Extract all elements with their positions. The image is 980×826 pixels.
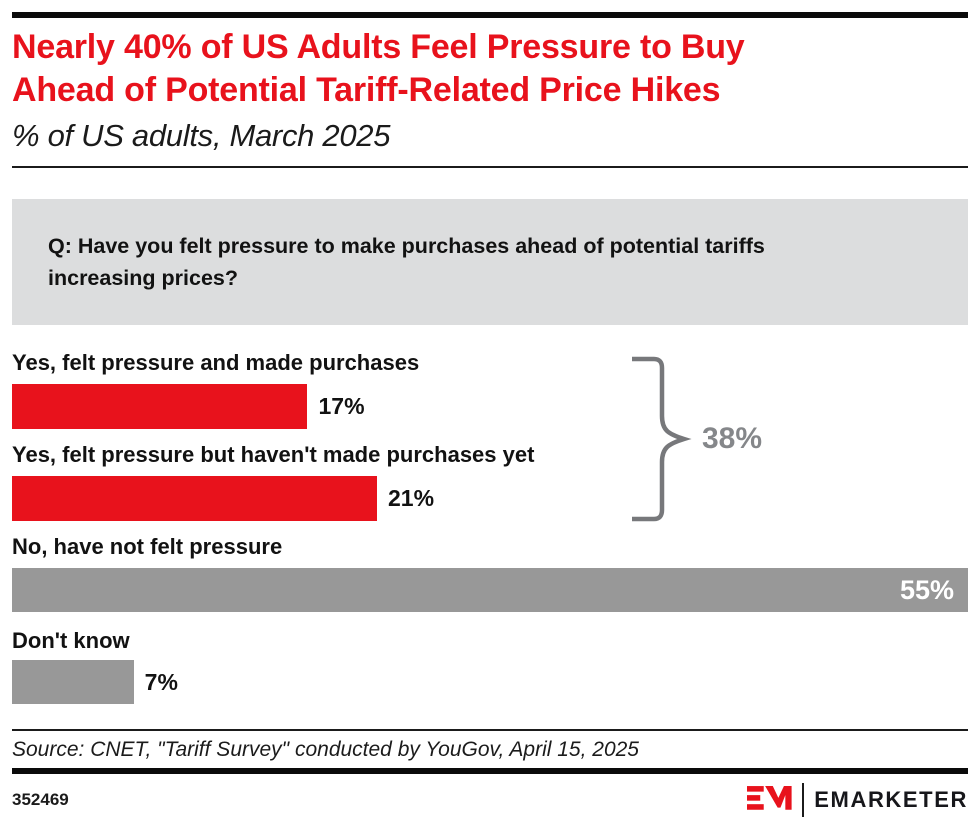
divider-above-source bbox=[12, 729, 968, 731]
bar-row: 17% bbox=[12, 384, 968, 429]
bar-label: Yes, felt pressure but haven't made purc… bbox=[12, 442, 535, 467]
bar-value: 7% bbox=[144, 668, 178, 695]
emarketer-em-mark-icon bbox=[747, 786, 792, 810]
bar-fill bbox=[12, 660, 134, 704]
bar-label: Yes, felt pressure and made purchases bbox=[12, 350, 420, 375]
logo-divider bbox=[802, 783, 805, 817]
footer-accent-bar bbox=[12, 768, 968, 774]
emarketer-logo: EMARKETER bbox=[747, 782, 968, 818]
page-title: Nearly 40% of US Adults Feel Pressure to… bbox=[12, 26, 968, 112]
survey-question-text: Q: Have you felt pressure to make purcha… bbox=[48, 230, 765, 295]
bar-value: 17% bbox=[318, 393, 365, 419]
survey-question-box: Q: Have you felt pressure to make purcha… bbox=[12, 199, 968, 325]
bar-row: 7% bbox=[12, 660, 968, 704]
divider-under-subtitle bbox=[12, 166, 968, 168]
title-line-2: Ahead of Potential Tariff-Related Price … bbox=[12, 70, 721, 109]
top-accent-bar bbox=[12, 12, 968, 18]
bar-fill bbox=[12, 384, 308, 429]
title-line-1: Nearly 40% of US Adults Feel Pressure to… bbox=[12, 28, 745, 66]
curly-brace-icon bbox=[632, 356, 692, 522]
source-note: Source: CNET, "Tariff Survey" conducted … bbox=[12, 738, 639, 761]
bar-fill bbox=[12, 476, 378, 521]
bar-value: 21% bbox=[388, 485, 435, 511]
bar-fill bbox=[12, 568, 968, 612]
page-subtitle: % of US adults, March 2025 bbox=[12, 118, 391, 153]
chart-id: 352469 bbox=[12, 790, 69, 809]
bar-value: 55% bbox=[899, 574, 954, 605]
emarketer-wordmark: EMARKETER bbox=[814, 787, 968, 812]
bar-label: No, have not felt pressure bbox=[12, 534, 283, 559]
question-line-1: Q: Have you felt pressure to make purcha… bbox=[48, 233, 765, 258]
bar-row: 21% bbox=[12, 476, 968, 521]
bar-label: Don't know bbox=[12, 628, 130, 653]
bar-row: 55% bbox=[12, 568, 968, 612]
combined-total-callout: 38% bbox=[702, 422, 763, 455]
question-line-2: increasing prices? bbox=[48, 266, 238, 290]
